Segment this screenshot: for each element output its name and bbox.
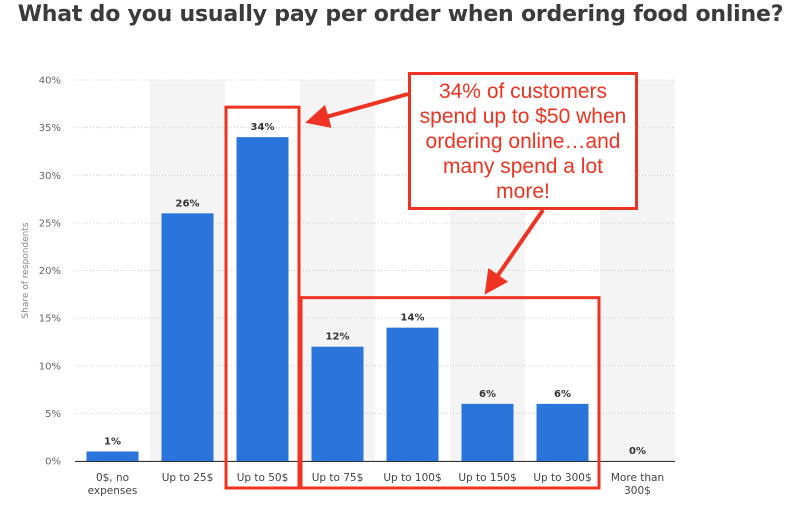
data-labels: 1% 26% 34% 12% 14% 6% 6% 0% xyxy=(104,122,646,457)
bar xyxy=(536,403,589,461)
category-label: 0$, no xyxy=(96,472,129,484)
data-label: 26% xyxy=(176,198,200,209)
data-label: 0% xyxy=(629,446,646,457)
data-label: 14% xyxy=(401,313,425,324)
y-tick-label: 20% xyxy=(39,266,61,277)
y-tick-label: 15% xyxy=(39,314,61,325)
category-label: Up to 100$ xyxy=(383,472,441,484)
category-label: expenses xyxy=(88,485,138,497)
bar xyxy=(386,327,439,461)
bar xyxy=(236,137,289,461)
data-label: 1% xyxy=(104,436,121,447)
category-label: Up to 300$ xyxy=(533,472,591,484)
y-axis-label: Share of respondents xyxy=(21,222,31,319)
callout-box: 34% of customers spend up to $50 when or… xyxy=(408,72,638,210)
bar xyxy=(86,451,139,461)
highlight-box xyxy=(224,105,301,490)
data-label: 12% xyxy=(326,332,350,343)
y-tick-label: 5% xyxy=(45,409,61,420)
bars xyxy=(86,137,589,461)
category-label: More than xyxy=(611,472,664,484)
data-label: 34% xyxy=(251,122,275,133)
callout-arrows xyxy=(305,92,545,295)
y-tick-label: 30% xyxy=(39,171,61,182)
y-tick-label: 0% xyxy=(45,457,61,468)
highlight-boxes xyxy=(224,105,601,490)
y-axis-ticks: 0% 5% 10% 15% 20% 25% 30% 35% 40% xyxy=(39,76,61,468)
y-tick-label: 40% xyxy=(39,76,61,87)
category-label: Up to 25$ xyxy=(162,472,214,484)
category-label: Up to 50$ xyxy=(237,472,289,484)
bar xyxy=(161,213,214,461)
y-axis-title: Share of respondents xyxy=(21,222,31,319)
bar xyxy=(311,346,364,461)
highlight-box xyxy=(299,296,601,490)
arrow xyxy=(305,92,409,128)
arrow xyxy=(484,208,545,295)
data-label: 6% xyxy=(479,389,496,400)
category-label: Up to 75$ xyxy=(312,472,364,484)
category-label: 300$ xyxy=(624,485,651,497)
chart-title: What do you usually pay per order when o… xyxy=(17,2,784,27)
category-label: Up to 150$ xyxy=(458,472,516,484)
data-label: 6% xyxy=(554,389,571,400)
y-tick-label: 35% xyxy=(39,123,61,134)
y-tick-label: 10% xyxy=(39,361,61,372)
y-tick-label: 25% xyxy=(39,218,61,229)
bar xyxy=(461,403,514,461)
